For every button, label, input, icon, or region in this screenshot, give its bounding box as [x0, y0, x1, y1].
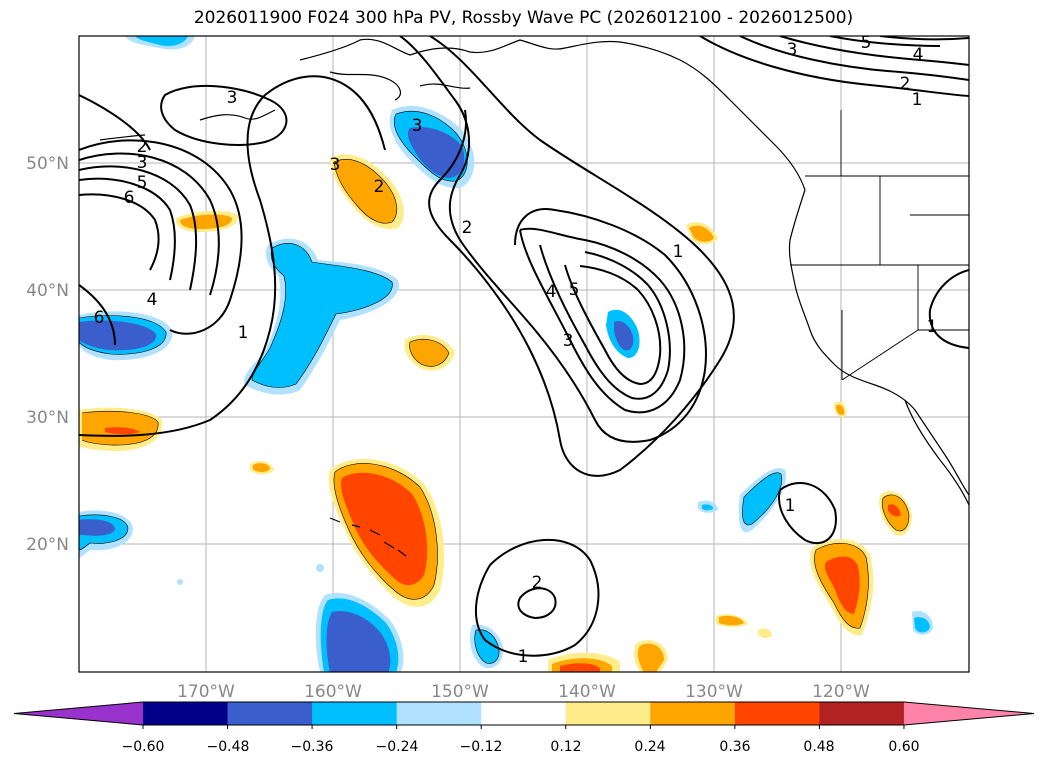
contour-label: 3	[227, 88, 238, 108]
map-title: 2026011900 F024 300 hPa PV, Rossby Wave …	[193, 8, 854, 28]
contour-label: 1	[238, 323, 249, 343]
colorbar-tick-label: 0.36	[719, 739, 750, 755]
contour-label: 2	[462, 218, 473, 238]
colorbar-segment	[734, 702, 820, 725]
shading-outlines	[79, 110, 910, 664]
colorbar-tick-label: 0.24	[634, 739, 665, 755]
lon-label: 170°W	[177, 682, 235, 702]
contour-label: 2	[900, 74, 911, 94]
contour-label: 6	[124, 188, 135, 208]
colorbar-tick-label: 0.48	[803, 739, 834, 755]
contour-label: 2	[137, 137, 148, 157]
colorbar-segment	[819, 702, 905, 725]
contour-label: 4	[147, 290, 158, 310]
contour-label: 2	[374, 177, 385, 197]
colorbar-tick-label: 0.12	[550, 739, 581, 755]
contour-label: 3	[412, 116, 423, 136]
colorbar-segment	[481, 702, 567, 725]
latitude-labels: 50°N 40°N 30°N 20°N	[26, 154, 69, 555]
lat-label: 50°N	[26, 154, 69, 174]
gridlines	[79, 36, 969, 672]
political-borders	[790, 110, 969, 381]
colorbar-ticks: −0.60 −0.48 −0.36 −0.24 −0.12 0.12 0.24 …	[122, 739, 920, 755]
lat-label: 30°N	[26, 408, 69, 428]
contour-label: 4	[546, 282, 557, 302]
colorbar	[13, 701, 1035, 729]
colorbar-segment	[650, 702, 736, 725]
lon-label: 150°W	[431, 682, 489, 702]
map-frame	[78, 35, 970, 673]
coastlines	[99, 38, 969, 557]
colorbar-segment	[312, 702, 398, 725]
colorbar-tick-label: −0.12	[460, 739, 503, 755]
contour-label: 3	[563, 331, 574, 351]
contour-label: 5	[569, 280, 580, 300]
lon-label: 130°W	[685, 682, 743, 702]
lat-label: 20°N	[26, 535, 69, 555]
contour-label: 1	[912, 90, 923, 110]
colorbar-segment	[227, 702, 313, 725]
positive-pv-shading	[79, 154, 912, 672]
colorbar-tick-label: −0.60	[122, 739, 165, 755]
contour-label: 3	[330, 155, 341, 175]
contour-label: 5	[861, 33, 872, 53]
contour-label: 1	[673, 242, 684, 262]
colorbar-segment	[143, 702, 229, 725]
negative-pv-shading	[79, 36, 933, 672]
lon-label: 140°W	[558, 682, 616, 702]
pc-contours	[79, 36, 969, 657]
colorbar-extend-low	[14, 702, 143, 725]
contour-label: 3	[787, 40, 798, 60]
contour-label: 6	[94, 308, 105, 328]
contour-label: 1	[785, 496, 796, 516]
colorbar-segment	[396, 702, 482, 725]
colorbar-tick-label: −0.48	[207, 739, 250, 755]
contour-label: 4	[913, 45, 924, 65]
colorbar-tick-label: −0.24	[376, 739, 419, 755]
colorbar-tick-label: 0.60	[888, 739, 919, 755]
contour-label: 3	[137, 153, 148, 173]
colorbar-segment	[565, 702, 651, 725]
lon-label: 160°W	[304, 682, 362, 702]
lat-label: 40°N	[26, 281, 69, 301]
contour-label: 2	[532, 573, 543, 593]
contour-label: 1	[518, 647, 529, 667]
lon-label: 120°W	[812, 682, 870, 702]
colorbar-extend-high	[903, 702, 1034, 725]
contour-labels: 3 2 3 5 6 4 6 1 3 2 3 2 4 5 3 1 3 5 4 2 …	[94, 33, 938, 667]
contour-label: 1	[927, 317, 938, 337]
colorbar-tick-label: −0.36	[291, 739, 334, 755]
longitude-labels: 170°W 160°W 150°W 140°W 130°W 120°W	[177, 682, 870, 702]
contour-label: 5	[137, 173, 148, 193]
